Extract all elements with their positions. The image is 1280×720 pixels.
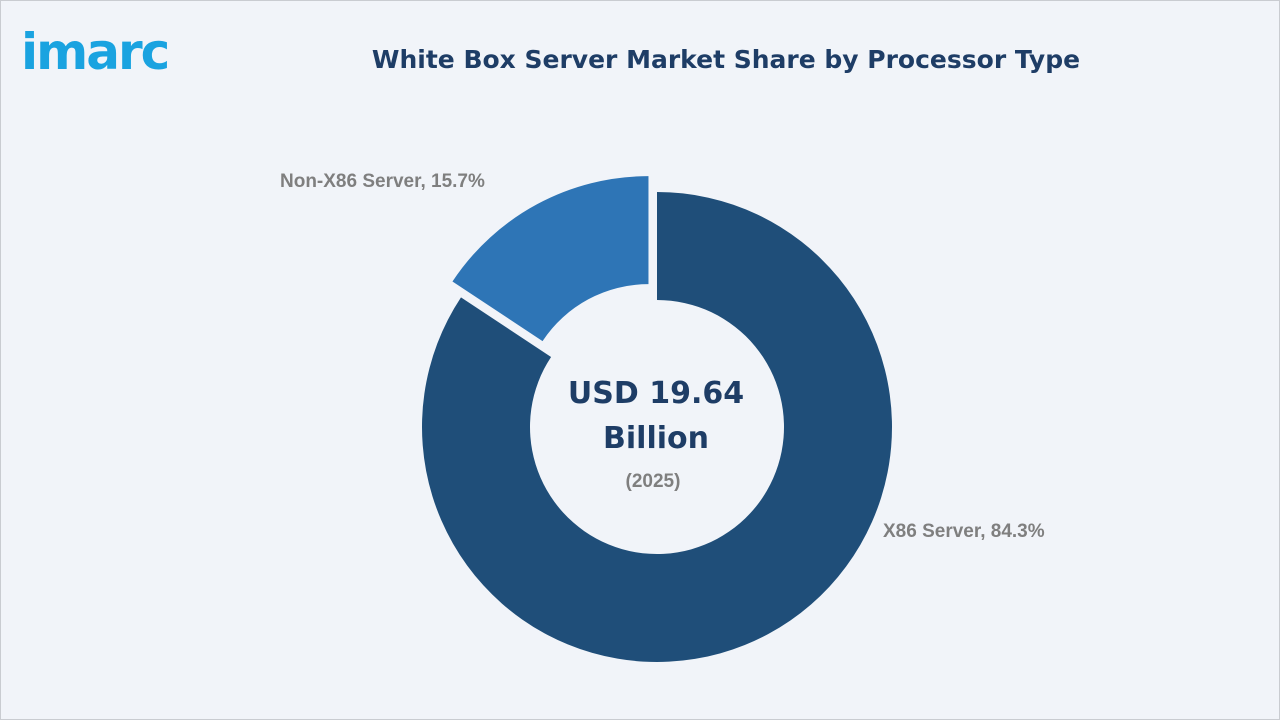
center-year: (2025) <box>626 471 681 492</box>
slice-x86-server <box>422 192 892 662</box>
slice-non-x86-server <box>452 176 649 342</box>
imarc-logo: imarc <box>21 9 211 89</box>
center-value-line2: Billion <box>603 421 709 456</box>
chart-title: White Box Server Market Share by Process… <box>371 45 1081 74</box>
slices-group <box>422 176 892 662</box>
center-value-line1: USD 19.64 <box>568 376 744 411</box>
slice-label-x86: X86 Server, 84.3% <box>883 521 1045 542</box>
logo-text: imarc <box>21 23 170 81</box>
slice-label-non-x86: Non-X86 Server, 15.7% <box>280 171 485 192</box>
